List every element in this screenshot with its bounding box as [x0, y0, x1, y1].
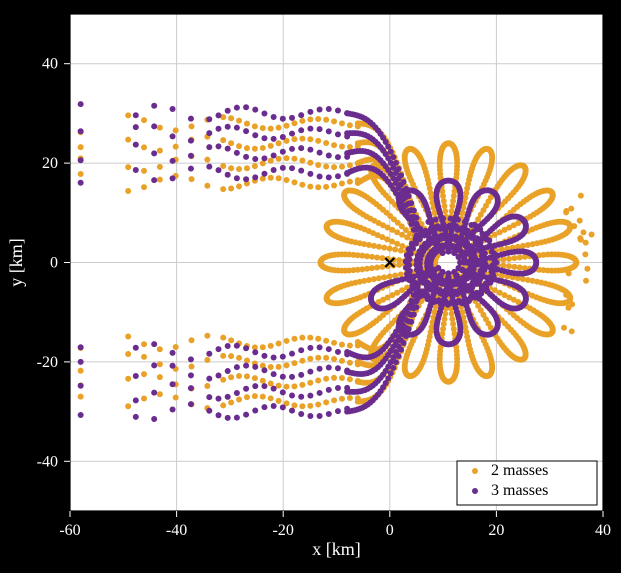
x-tick-label: 0 [386, 522, 394, 539]
x-tick-label: 40 [595, 522, 611, 539]
y-tick-label: 40 [42, 56, 58, 73]
y-tick-label: -20 [37, 354, 58, 371]
x-axis-label: x [km] [312, 539, 361, 559]
legend-entry-label: 3 masses [491, 482, 548, 499]
legend-entry-label: 2 masses [491, 462, 548, 479]
legend-marker-icon [472, 468, 478, 474]
chart-container: -60 -40 -20 0 20 40 -40 -20 0 20 40 x [km] y [km] 2 m… [0, 0, 621, 573]
legend: 2 masses 3 masses [457, 461, 597, 505]
x-tick-label: -20 [273, 522, 294, 539]
y-tick-label: 20 [42, 155, 58, 172]
y-axis-label: y [km] [6, 238, 26, 287]
y-tick-label: 0 [50, 255, 58, 272]
x-tick-label: -60 [59, 522, 80, 539]
legend-marker-icon [472, 488, 478, 494]
y-tick-label: -40 [37, 453, 58, 470]
scatter-chart: -60 -40 -20 0 20 40 -40 -20 0 20 40 x [km] y [km] 2 m… [0, 0, 621, 573]
x-tick-label: -40 [166, 522, 187, 539]
x-tick-label: 20 [488, 522, 504, 539]
